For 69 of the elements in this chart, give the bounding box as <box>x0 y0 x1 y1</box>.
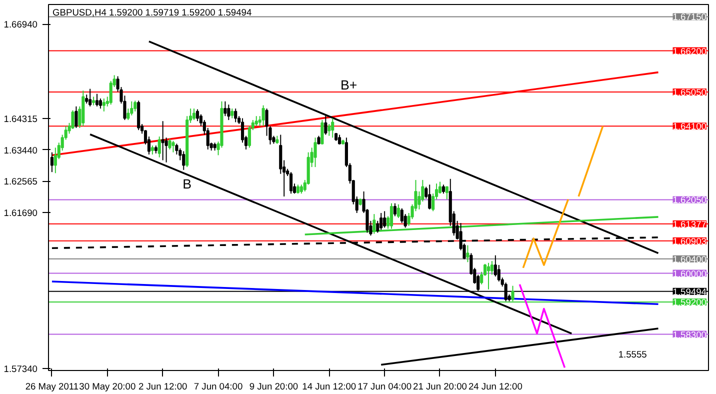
ref-line-label: 1.58300 <box>672 330 707 340</box>
candlestick <box>234 108 238 123</box>
candlestick <box>393 202 396 217</box>
candlestick <box>400 208 404 224</box>
candlestick <box>158 136 161 158</box>
candlestick <box>466 244 470 263</box>
candlestick <box>192 108 196 121</box>
candlestick <box>320 120 324 145</box>
annotation: B <box>182 176 192 192</box>
y-tick-label: 1.63440 <box>4 145 38 156</box>
y-tick-label: 1.64315 <box>4 114 38 124</box>
candlestick <box>168 138 172 150</box>
ref-line-label: 1.61377 <box>672 219 707 230</box>
x-tick-label: 9 Jun 20:00 <box>249 382 298 392</box>
line-series <box>518 283 566 369</box>
y-tick-label: 1.62565 <box>4 176 38 187</box>
chart-title: GBPUSD,H4 1.59200 1.59719 1.59200 1.59494 <box>52 8 252 18</box>
candlestick <box>428 184 432 210</box>
ref-line-label: 1.59200 <box>672 297 707 308</box>
ref-line-label: 1.60400 <box>672 254 707 264</box>
ref-line-label: 1.67150 <box>672 12 707 22</box>
annotation: 1.5555 <box>618 350 647 360</box>
ref-line-label: 1.60000 <box>672 268 707 279</box>
candlestick <box>331 118 334 138</box>
y-tick-label: 1.57340 <box>4 364 38 374</box>
x-tick-label: 2 Jun 12:00 <box>138 382 188 392</box>
x-tick-label: 17 Jun 04:00 <box>358 382 412 392</box>
candlestick <box>396 204 400 218</box>
candlestick <box>134 100 137 112</box>
candlestick <box>130 100 134 116</box>
candlestick <box>98 98 102 110</box>
x-tick-label: 30 May 20:00 <box>79 382 136 392</box>
ref-line-label: 1.65050 <box>672 88 707 98</box>
candlestick <box>383 210 386 228</box>
x-tick-label: 21 Jun 20:00 <box>413 382 467 392</box>
candlestick <box>289 172 293 194</box>
candlestick <box>224 100 227 117</box>
ref-line-label: 1.66200 <box>672 46 707 56</box>
candlestick <box>314 137 317 168</box>
candlestick <box>254 116 258 127</box>
line-series <box>522 198 570 269</box>
candlestick <box>172 140 175 153</box>
ref-line-label: 1.62050 <box>672 195 707 206</box>
ref-line-label: 1.59494 <box>672 286 707 297</box>
candlestick <box>95 93 99 107</box>
candlestick <box>324 114 328 136</box>
candlestick <box>338 134 342 145</box>
candlestick <box>445 186 448 200</box>
candlestick <box>230 108 234 119</box>
candlestick <box>102 98 106 112</box>
candlestick <box>486 262 490 290</box>
candlestick <box>380 212 383 230</box>
ref-line-label: 1.60903 <box>672 236 707 246</box>
candlestick <box>71 110 74 130</box>
candlestick <box>74 106 78 128</box>
y-tick-label: 1.61690 <box>4 208 38 218</box>
x-tick-label: 24 Jun 12:00 <box>468 382 522 392</box>
y-tick-label: 1.66940 <box>4 20 38 30</box>
candlestick <box>88 88 92 107</box>
candlestick <box>227 104 230 121</box>
x-tick-label: 14 Jun 12:00 <box>302 382 356 392</box>
candlestick <box>161 120 164 161</box>
candlestick <box>182 150 186 170</box>
ref-line-label: 1.64100 <box>672 122 707 132</box>
x-tick-label: 7 Jun 04:00 <box>194 382 243 392</box>
annotation: B+ <box>340 78 358 93</box>
candlestick <box>262 104 265 127</box>
candlestick <box>196 108 200 122</box>
x-tick-label: 26 May 2011 <box>25 382 79 392</box>
